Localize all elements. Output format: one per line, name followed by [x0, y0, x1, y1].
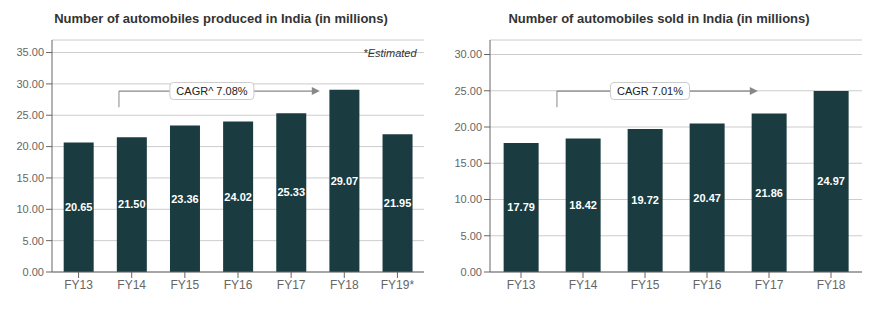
svg-text:23.36: 23.36 [171, 193, 199, 205]
svg-text:18.42: 18.42 [569, 199, 597, 211]
svg-text:5.00: 5.00 [23, 235, 44, 247]
svg-text:10.00: 10.00 [454, 193, 482, 205]
svg-text:10.00: 10.00 [16, 203, 44, 215]
svg-text:FY14: FY14 [569, 278, 598, 292]
html-text:CAGR^ 7.08%: CAGR^ 7.08% [176, 85, 248, 97]
html-text:CAGR 7.01%: CAGR 7.01% [616, 85, 683, 97]
svg-text:24.97: 24.97 [817, 175, 845, 187]
svg-text:FY16: FY16 [224, 278, 253, 292]
svg-text:24.02: 24.02 [224, 191, 252, 203]
svg-text:19.72: 19.72 [631, 194, 659, 206]
svg-text:5.00: 5.00 [461, 230, 482, 242]
html-text:Number of automobiles sold in: Number of automobiles sold in India (in … [508, 11, 810, 26]
svg-text:35.00: 35.00 [16, 46, 44, 58]
svg-text:FY18: FY18 [817, 278, 846, 292]
svg-text:30.00: 30.00 [454, 48, 482, 60]
html-text:*Estimated: *Estimated [363, 46, 417, 59]
svg-text:FY19*: FY19* [381, 278, 415, 292]
svg-text:20.65: 20.65 [65, 201, 93, 213]
svg-text:FY17: FY17 [755, 278, 784, 292]
svg-text:15.00: 15.00 [16, 172, 44, 184]
svg-text:25.00: 25.00 [16, 109, 44, 121]
svg-text:29.07: 29.07 [331, 175, 359, 187]
svg-text:FY13: FY13 [64, 278, 93, 292]
svg-text:17.79: 17.79 [507, 201, 535, 213]
svg-text:0.00: 0.00 [23, 266, 44, 278]
svg-text:30.00: 30.00 [16, 78, 44, 90]
html-text:Number of automobiles produced: Number of automobiles produced in India … [54, 11, 388, 26]
svg-text:20.00: 20.00 [16, 140, 44, 152]
svg-text:20.47: 20.47 [693, 192, 721, 204]
svg-text:0.00: 0.00 [461, 266, 482, 278]
svg-text:20.00: 20.00 [454, 121, 482, 133]
svg-text:21.50: 21.50 [118, 198, 146, 210]
svg-text:25.00: 25.00 [454, 85, 482, 97]
svg-text:21.95: 21.95 [384, 197, 412, 209]
svg-text:FY18: FY18 [330, 278, 359, 292]
svg-text:FY15: FY15 [631, 278, 660, 292]
svg-text:25.33: 25.33 [277, 186, 305, 198]
svg-text:FY14: FY14 [117, 278, 146, 292]
svg-text:15.00: 15.00 [454, 157, 482, 169]
svg-text:FY13: FY13 [507, 278, 536, 292]
svg-text:FY17: FY17 [277, 278, 306, 292]
svg-text:21.86: 21.86 [755, 187, 783, 199]
svg-text:FY15: FY15 [171, 278, 200, 292]
svg-text:FY16: FY16 [693, 278, 722, 292]
